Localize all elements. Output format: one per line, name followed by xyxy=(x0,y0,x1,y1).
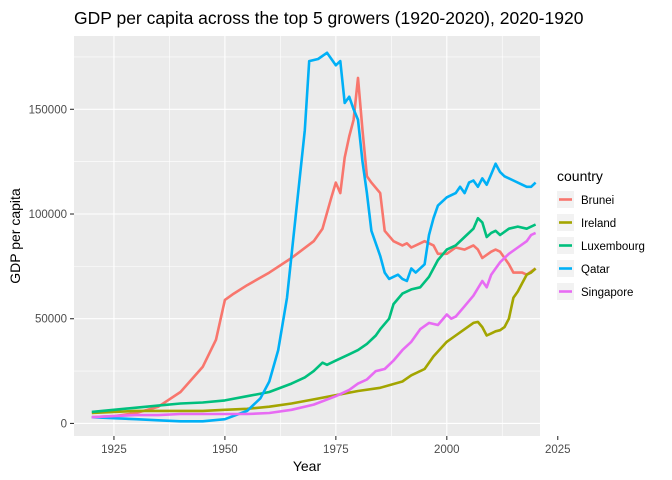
series-lines xyxy=(91,51,537,423)
legend-label: Qatar xyxy=(581,264,610,276)
x-tick-label: 1950 xyxy=(212,444,238,456)
legend-title: country xyxy=(557,168,603,184)
chart-title: GDP per capita across the top 5 growers … xyxy=(74,8,584,28)
x-tick-label: 1925 xyxy=(101,444,127,456)
axis-ticks: 1925 1950 1975 2000 2025 0 50000 100000 150000 xyxy=(29,104,571,456)
gridlines xyxy=(74,36,559,436)
y-tick-label: 100000 xyxy=(29,209,67,221)
y-tick-label: 150000 xyxy=(29,104,67,116)
x-axis-title: Year xyxy=(293,458,322,474)
x-tick-label: 2000 xyxy=(434,444,460,456)
legend-item-qatar: Qatar xyxy=(557,260,610,277)
series-line-ireland xyxy=(91,267,537,415)
legend-item-ireland: Ireland xyxy=(557,214,616,231)
legend-label: Luxembourg xyxy=(581,241,645,253)
legend: country Brunei Ireland Luxembourg Qatar Sing… xyxy=(557,168,645,300)
y-axis-title: GDP per capita xyxy=(7,188,23,284)
legend-item-singapore: Singapore xyxy=(557,283,633,300)
legend-label: Brunei xyxy=(581,195,614,207)
x-tick-label: 1975 xyxy=(323,444,349,456)
legend-item-brunei: Brunei xyxy=(557,191,614,208)
y-tick-label: 50000 xyxy=(35,314,67,326)
legend-label: Ireland xyxy=(581,218,616,230)
series-line-singapore xyxy=(91,231,537,419)
series-line-qatar xyxy=(91,51,537,423)
x-tick-label: 2025 xyxy=(545,444,571,456)
legend-label: Singapore xyxy=(581,287,633,299)
series-line-luxembourg xyxy=(91,216,537,414)
series-line-brunei xyxy=(91,76,537,419)
y-tick-label: 0 xyxy=(61,418,67,430)
legend-item-luxembourg: Luxembourg xyxy=(557,237,645,254)
